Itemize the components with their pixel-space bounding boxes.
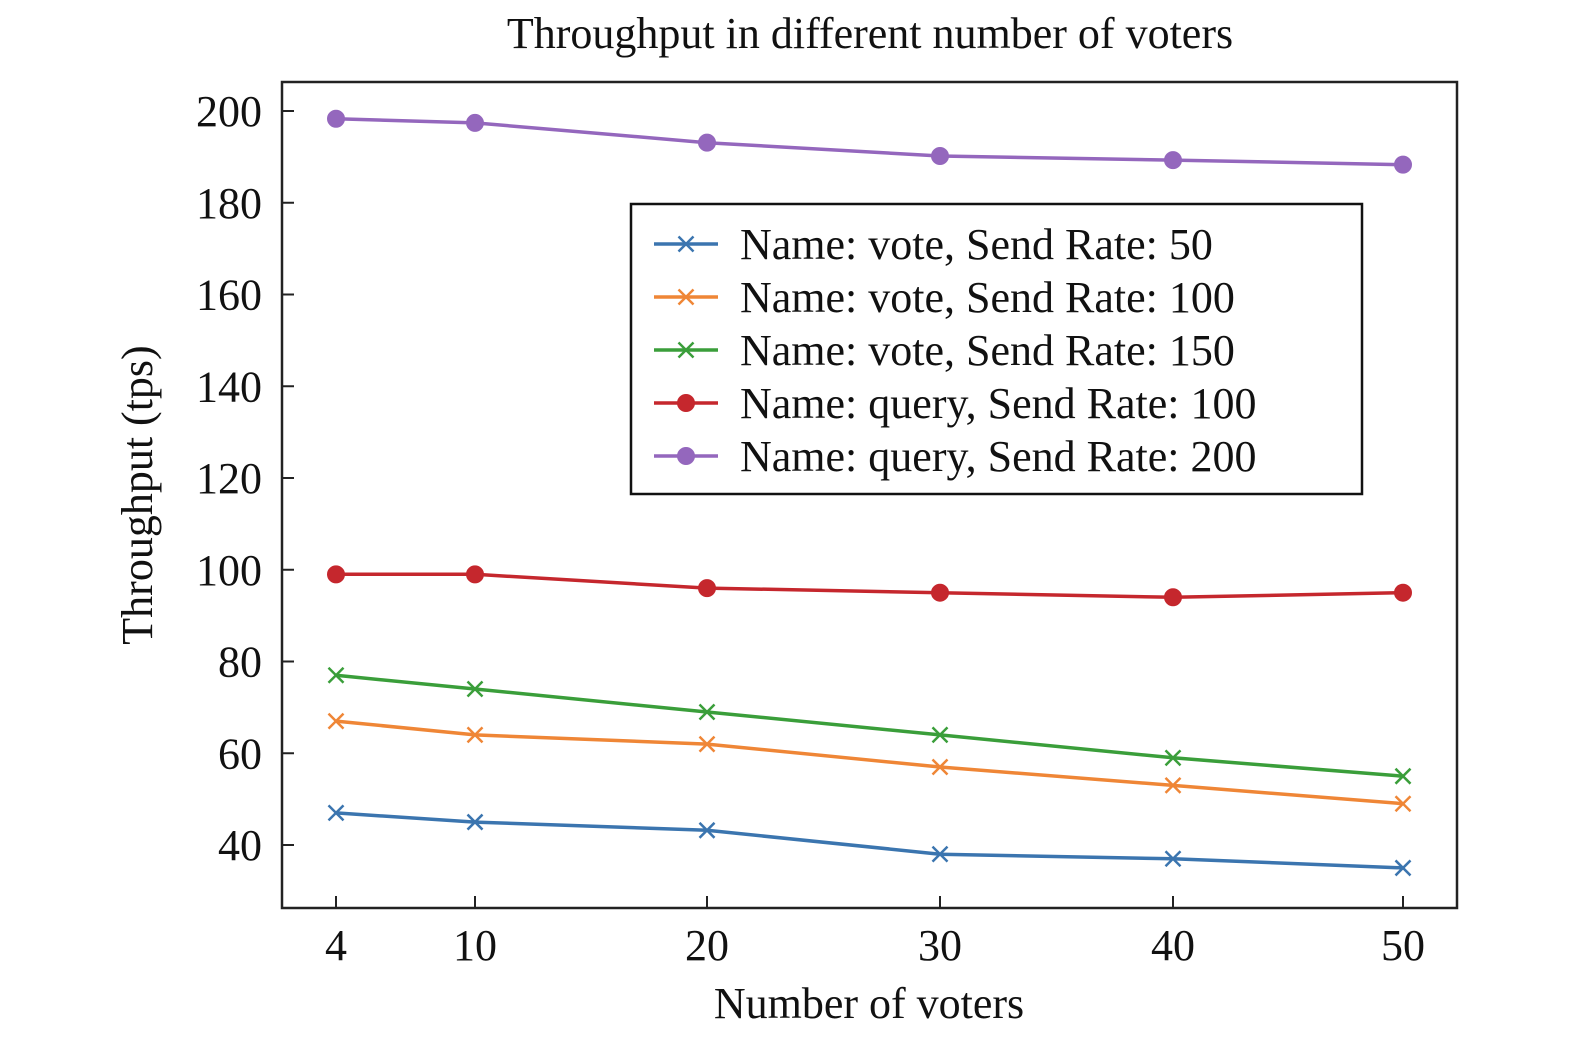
x-tick-label: 4 <box>325 921 347 970</box>
series-line <box>335 811 1404 870</box>
y-axis-label: Throughput (tps) <box>113 345 162 644</box>
data-point <box>1164 588 1182 607</box>
data-point <box>1164 776 1182 794</box>
series-5 <box>327 109 1412 174</box>
legend-marker <box>677 341 695 359</box>
data-point <box>466 113 484 132</box>
x-tick-label: 40 <box>1151 921 1195 970</box>
data-point <box>466 813 484 831</box>
data-point <box>1394 795 1412 813</box>
data-point <box>698 821 716 839</box>
legend-item: Name: vote, Send Rate: 150 <box>654 326 1235 375</box>
data-point <box>327 565 345 584</box>
y-tick-label: 140 <box>196 362 262 411</box>
data-point <box>327 109 345 128</box>
data-point <box>1164 850 1182 868</box>
x-tick-label: 50 <box>1381 921 1425 970</box>
data-point <box>1394 767 1412 785</box>
legend-box <box>629 202 1364 496</box>
series-line <box>335 117 1404 167</box>
legend-marker <box>677 394 695 412</box>
data-point <box>931 146 949 165</box>
y-tick-label: 200 <box>196 87 262 136</box>
y-tick-label: 40 <box>218 821 262 870</box>
data-point <box>931 845 949 863</box>
plot-frame <box>280 80 1459 910</box>
legend-marker <box>677 447 695 465</box>
data-point <box>698 579 716 598</box>
series-4 <box>327 565 1412 607</box>
data-point <box>698 703 716 721</box>
legend-item: Name: vote, Send Rate: 50 <box>654 220 1213 269</box>
legend-marker <box>677 235 695 253</box>
series-2 <box>327 712 1412 813</box>
legend-label: Name: vote, Send Rate: 150 <box>740 326 1235 375</box>
y-tick-label: 100 <box>196 546 262 595</box>
series-line <box>335 719 1404 806</box>
legend-label: Name: query, Send Rate: 200 <box>740 432 1256 481</box>
data-point <box>327 804 345 822</box>
data-point <box>1394 859 1412 877</box>
x-axis: 4 10 20 30 40 50 <box>325 896 1425 970</box>
plot-area <box>327 109 1412 877</box>
y-tick-label: 160 <box>196 271 262 320</box>
series-3 <box>327 666 1412 785</box>
y-axis: 40 60 80 100 120 140 160 180 200 <box>196 87 294 870</box>
y-tick-label: 60 <box>218 729 262 778</box>
x-tick-label: 30 <box>918 921 962 970</box>
data-point <box>466 680 484 698</box>
data-point <box>931 758 949 776</box>
data-point <box>466 726 484 744</box>
data-point <box>931 726 949 744</box>
legend-label: Name: vote, Send Rate: 50 <box>740 220 1213 269</box>
y-tick-label: 180 <box>196 179 262 228</box>
chart-title: Throughput in different number of voters <box>507 9 1233 58</box>
legend-item: Name: query, Send Rate: 200 <box>654 432 1256 481</box>
y-tick-label: 80 <box>218 638 262 687</box>
x-tick-label: 20 <box>685 921 729 970</box>
legend-label: Name: vote, Send Rate: 100 <box>740 273 1235 322</box>
series-line <box>335 673 1404 778</box>
data-point <box>1164 749 1182 767</box>
data-point <box>698 735 716 753</box>
data-point <box>1394 583 1412 602</box>
data-point <box>1394 155 1412 174</box>
series-1 <box>327 804 1412 877</box>
data-point <box>327 712 345 730</box>
data-point <box>698 133 716 152</box>
y-tick-label: 120 <box>196 454 262 503</box>
data-point <box>466 565 484 584</box>
x-axis-label: Number of voters <box>714 979 1024 1028</box>
legend-label: Name: query, Send Rate: 100 <box>740 379 1256 428</box>
legend-marker <box>677 288 695 306</box>
legend-item: Name: query, Send Rate: 100 <box>654 379 1256 428</box>
legend-item: Name: vote, Send Rate: 100 <box>654 273 1235 322</box>
data-point <box>327 666 345 684</box>
data-point <box>931 583 949 602</box>
series-line <box>336 572 1404 600</box>
x-tick-label: 10 <box>453 921 497 970</box>
data-point <box>1164 151 1182 170</box>
